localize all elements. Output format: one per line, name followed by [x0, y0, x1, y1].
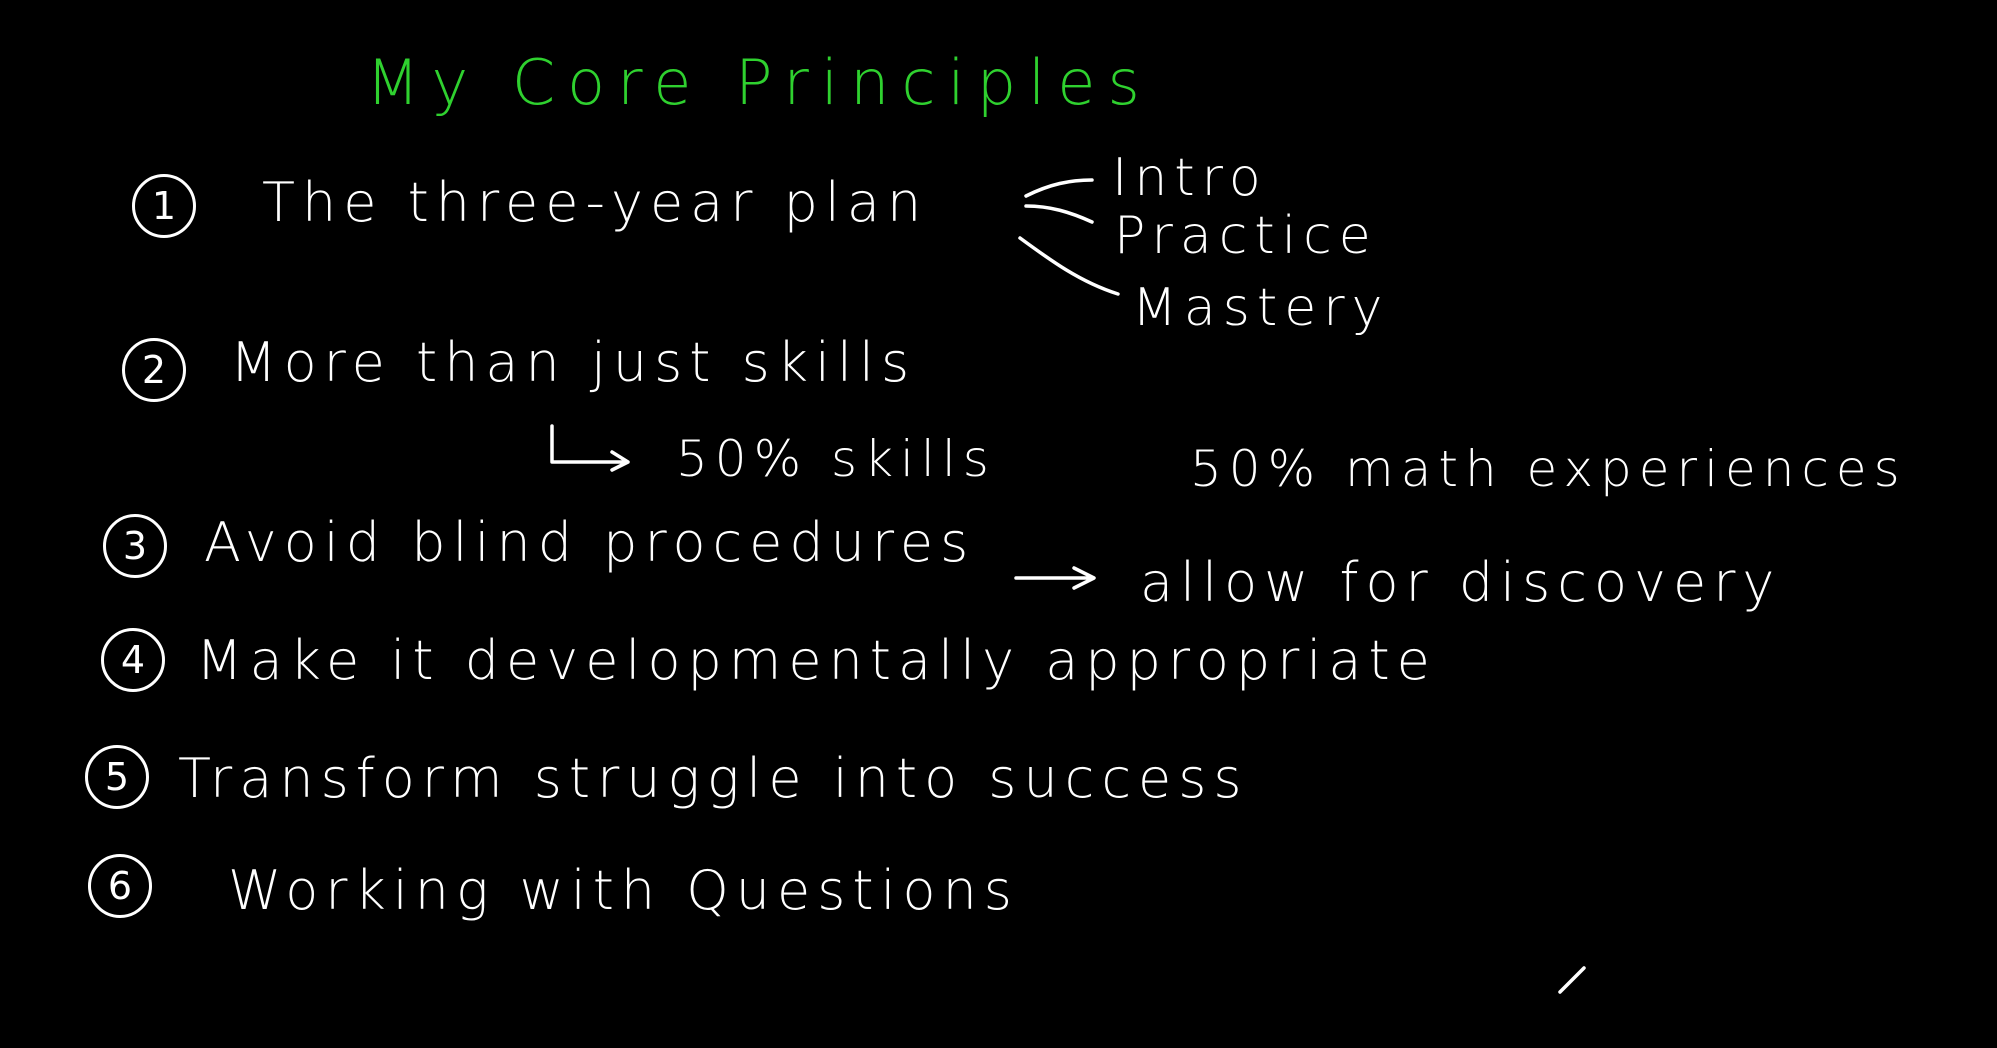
principle-3-text: Avoid blind procedures	[204, 511, 976, 574]
principle-number-5: 5	[85, 745, 149, 809]
discovery-note: allow for discovery	[1140, 551, 1782, 614]
principle-number-2: 2	[122, 338, 186, 402]
hooked-arrow-icon	[550, 424, 630, 472]
principle-number-6: 6	[88, 854, 152, 918]
principle-4-text: Make it developmentally appropriate	[196, 629, 1437, 692]
page-title: My Core Principles	[366, 46, 1152, 119]
branch-line-mastery	[1018, 236, 1120, 296]
principle-5-text: Transform struggle into success	[178, 747, 1249, 810]
principle-number-3: 3	[103, 514, 167, 578]
math-experiences-half-label: 50% math experiences	[1190, 440, 1907, 498]
pen-cursor-icon	[1558, 966, 1586, 994]
plan-stage-mastery: Mastery	[1132, 278, 1390, 338]
branch-line-practice	[1024, 204, 1094, 224]
principle-2-text: More than just skills	[230, 331, 917, 394]
principle-number-4: 4	[101, 628, 165, 692]
principle-1-text: The three-year plan	[262, 171, 929, 234]
right-arrow-icon	[1014, 566, 1096, 590]
skills-half-label: 50% skills	[676, 430, 996, 488]
plan-stage-intro: Intro	[1112, 148, 1268, 208]
branch-line-intro	[1024, 178, 1094, 198]
plan-stage-practice: Practice	[1114, 206, 1378, 266]
principle-number-1: 1	[132, 174, 196, 238]
principle-6-text: Working with Questions	[228, 859, 1019, 922]
